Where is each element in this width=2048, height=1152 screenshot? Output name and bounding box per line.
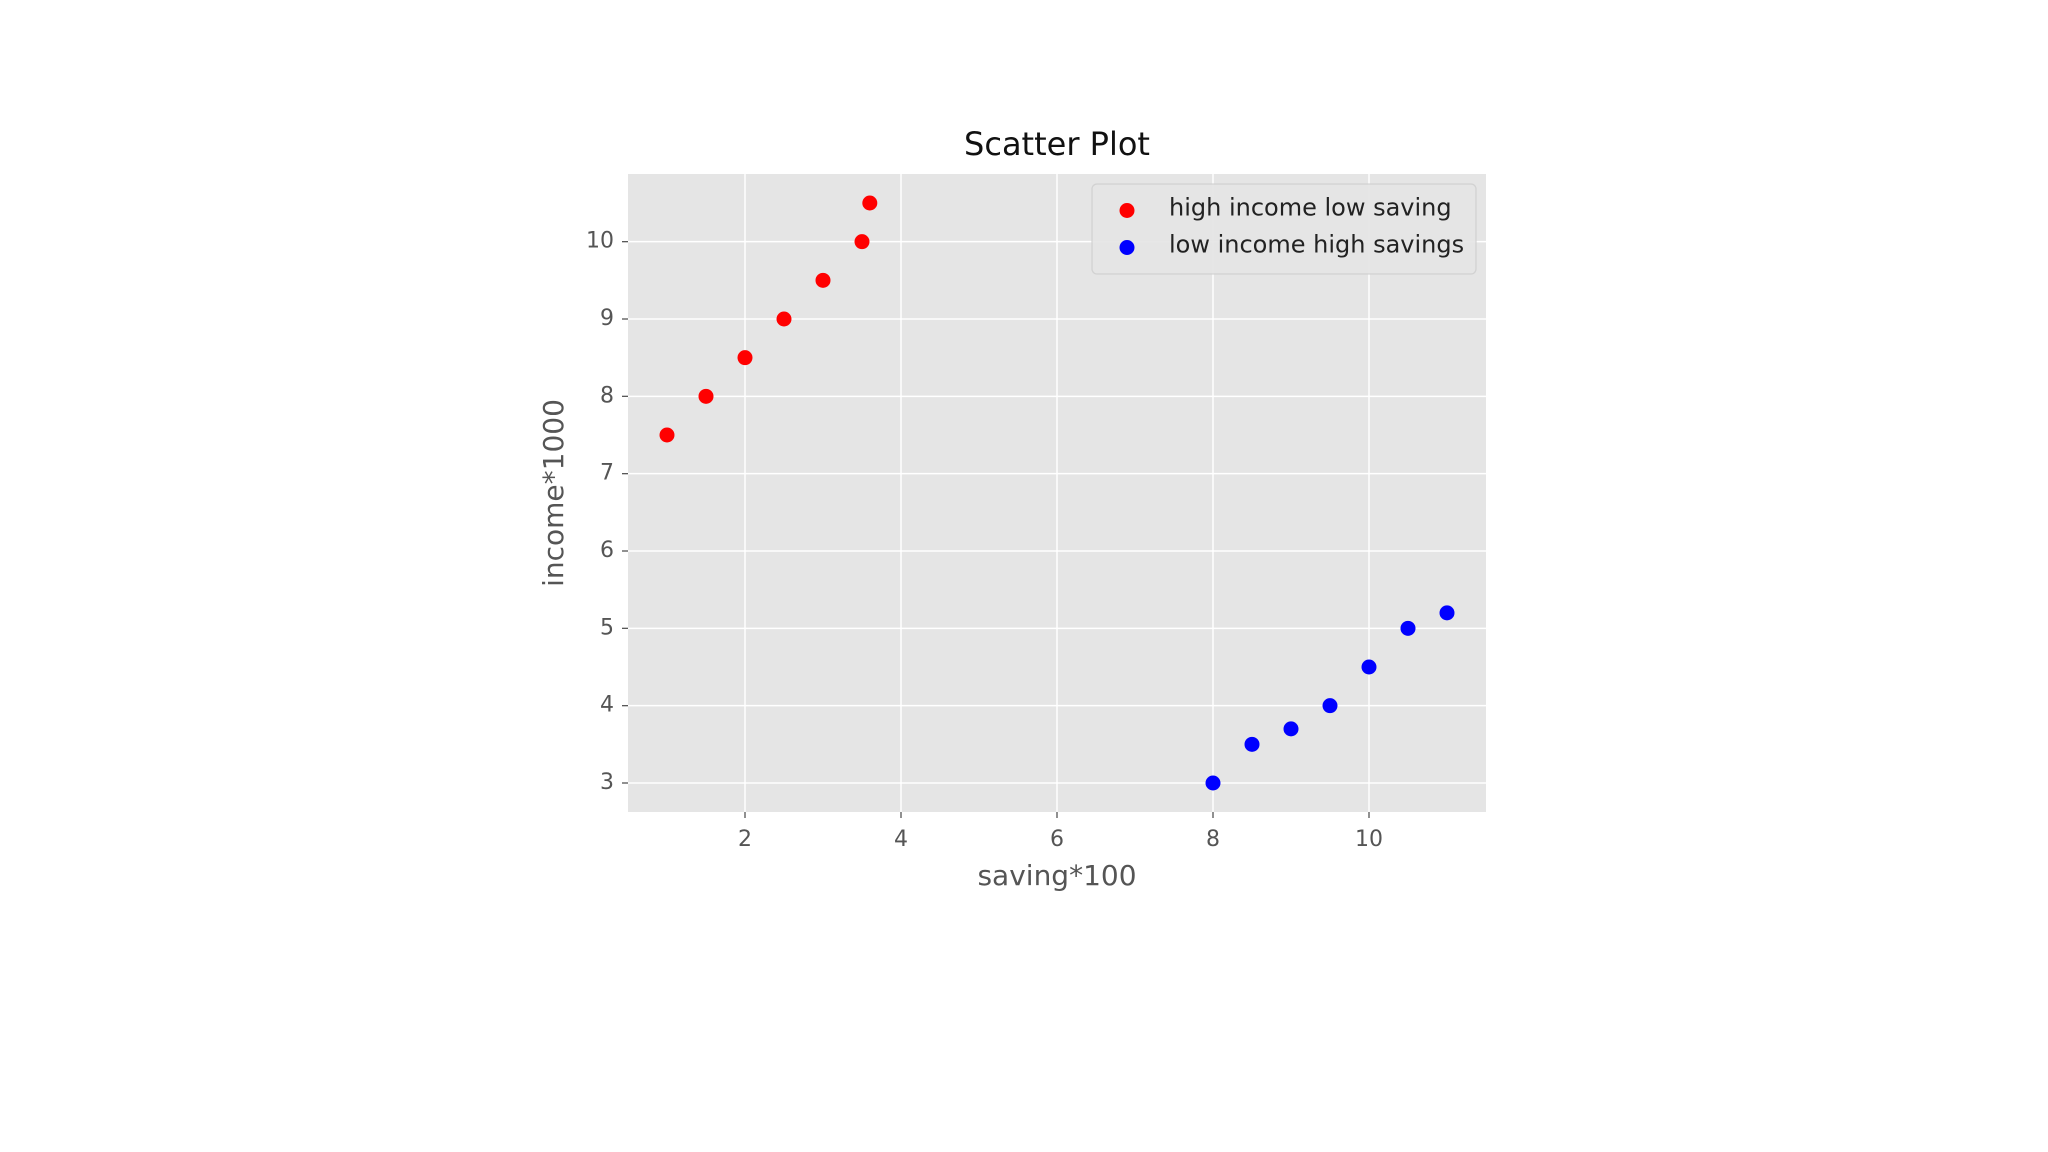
point [854, 234, 870, 250]
legend-box [1091, 183, 1477, 275]
y-tick-label: 5 [600, 615, 614, 640]
point [1283, 721, 1299, 737]
y-tick-label: 7 [600, 461, 614, 486]
point [698, 388, 714, 404]
marks [659, 195, 1455, 791]
point [1205, 775, 1221, 791]
x-axis-label: saving*100 [977, 859, 1136, 892]
point [1400, 620, 1416, 636]
legend-marker [1119, 240, 1135, 255]
x-tick-label: 10 [1355, 827, 1383, 852]
y-axis-label: income*1000 [537, 399, 570, 587]
point [659, 427, 675, 443]
x-tick-label: 2 [738, 827, 752, 852]
legend-label: low income high savings [1169, 231, 1464, 259]
legend-marker [1119, 203, 1135, 218]
y-tick-label: 10 [586, 229, 614, 254]
y-tick-label: 4 [600, 693, 614, 718]
point [737, 350, 753, 366]
point [1361, 659, 1377, 675]
legend-label: high income low saving [1169, 194, 1452, 222]
point [1439, 605, 1455, 621]
chart-title: Scatter Plot [964, 125, 1150, 163]
point [1322, 698, 1338, 714]
grid [628, 174, 1486, 812]
y-tick-label: 3 [600, 770, 614, 795]
point [862, 195, 878, 211]
y-tick-label: 8 [600, 383, 614, 408]
y-tick-label: 9 [600, 306, 614, 331]
x-tick-label: 6 [1050, 827, 1064, 852]
point [776, 311, 792, 327]
point [1244, 736, 1260, 752]
point [815, 272, 831, 288]
x-tick-label: 8 [1206, 827, 1220, 852]
y-tick-label: 6 [600, 538, 614, 563]
x-tick-label: 4 [894, 827, 908, 852]
